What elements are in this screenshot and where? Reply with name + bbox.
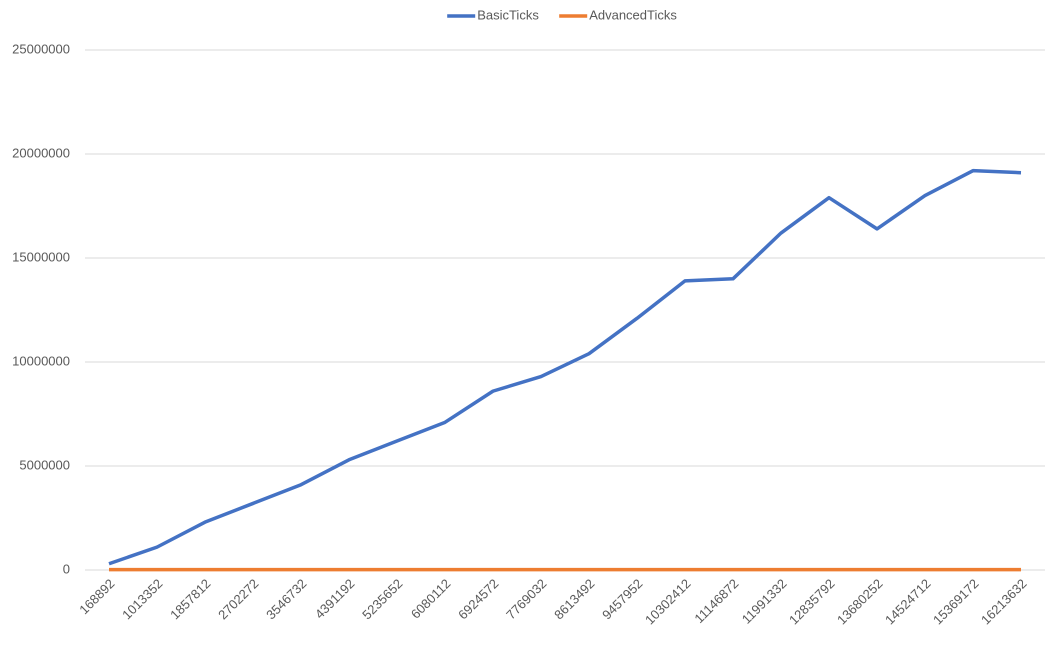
x-tick-label: 11991332 — [739, 576, 790, 627]
y-tick-label: 0 — [63, 561, 70, 576]
x-tick-label: 8613492 — [551, 576, 597, 622]
x-tick-label: 168892 — [76, 576, 117, 617]
y-tick-label: 25000000 — [12, 41, 70, 56]
y-tick-label: 10000000 — [12, 353, 70, 368]
x-tick-label: 1013352 — [119, 576, 165, 622]
x-tick-label: 4391192 — [312, 576, 358, 622]
x-tick-label: 6080112 — [408, 576, 454, 622]
x-tick-label: 15369172 — [930, 576, 982, 628]
x-tick-label: 6924572 — [455, 576, 501, 622]
y-tick-label: 5000000 — [19, 457, 70, 472]
y-tick-label: 15000000 — [12, 249, 70, 264]
x-tick-label: 9457952 — [599, 576, 645, 622]
x-tick-label: 2702272 — [215, 576, 261, 622]
x-tick-label: 5235652 — [359, 576, 405, 622]
legend-label: BasicTicks — [477, 7, 539, 22]
x-tick-label: 16213632 — [978, 576, 1030, 628]
x-tick-label: 7769032 — [503, 576, 549, 622]
x-tick-label: 12835792 — [786, 576, 838, 628]
x-tick-label: 3546732 — [263, 576, 309, 622]
x-tick-label: 13680252 — [834, 576, 886, 628]
legend-label: AdvancedTicks — [589, 7, 677, 22]
x-tick-label: 1857812 — [167, 576, 213, 622]
line — [108, 168, 1022, 566]
x-tick-label: 14524712 — [882, 576, 934, 628]
y-tick-label: 20000000 — [12, 145, 70, 160]
x-tick-label: 11146872 — [691, 576, 741, 626]
x-tick-label: 10302412 — [642, 576, 694, 628]
